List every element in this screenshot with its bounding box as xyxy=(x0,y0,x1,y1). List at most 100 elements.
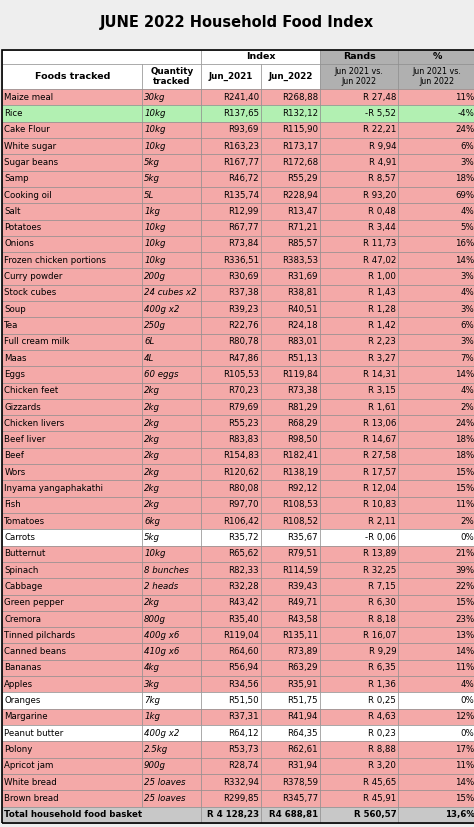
Bar xyxy=(201,415,261,432)
Text: 4%: 4% xyxy=(461,289,474,298)
Text: Wors: Wors xyxy=(4,468,26,477)
Bar xyxy=(261,105,320,122)
Bar xyxy=(142,562,201,578)
Bar xyxy=(201,676,261,692)
Bar xyxy=(261,660,320,676)
Bar xyxy=(201,399,261,415)
Text: 0%: 0% xyxy=(461,729,474,738)
Bar xyxy=(261,725,320,741)
Text: 3%: 3% xyxy=(461,304,474,313)
Bar xyxy=(201,383,261,399)
Text: R46,72: R46,72 xyxy=(228,174,259,184)
Bar xyxy=(142,415,201,432)
Bar xyxy=(398,611,474,627)
Bar xyxy=(320,529,398,546)
Bar xyxy=(201,350,261,366)
Bar xyxy=(142,269,201,284)
Text: R79,69: R79,69 xyxy=(228,403,259,412)
Text: Butternut: Butternut xyxy=(4,549,46,558)
Text: R299,85: R299,85 xyxy=(223,794,259,803)
Bar xyxy=(398,252,474,269)
Text: 18%: 18% xyxy=(455,435,474,444)
Bar xyxy=(2,236,142,252)
Bar xyxy=(201,219,261,236)
Text: R35,91: R35,91 xyxy=(288,680,318,689)
Text: 2kg: 2kg xyxy=(144,386,160,395)
Bar xyxy=(2,758,142,774)
Bar xyxy=(2,252,142,269)
Bar xyxy=(261,236,320,252)
Bar xyxy=(261,64,320,89)
Bar xyxy=(201,301,261,318)
Text: R132,12: R132,12 xyxy=(282,109,318,118)
Text: R 45,91: R 45,91 xyxy=(363,794,396,803)
Text: R 2,11: R 2,11 xyxy=(368,517,396,526)
Bar xyxy=(201,741,261,758)
Bar xyxy=(2,774,142,791)
Bar xyxy=(2,350,142,366)
Text: R22,76: R22,76 xyxy=(228,321,259,330)
Text: R49,71: R49,71 xyxy=(288,598,318,607)
Text: 10kg: 10kg xyxy=(144,256,165,265)
Text: R 3,20: R 3,20 xyxy=(368,762,396,770)
Bar xyxy=(2,513,142,529)
Text: 7kg: 7kg xyxy=(144,696,160,705)
Bar xyxy=(398,529,474,546)
Bar xyxy=(142,513,201,529)
Text: R 7,15: R 7,15 xyxy=(368,582,396,591)
Text: 13,6%: 13,6% xyxy=(445,810,474,820)
Text: R345,77: R345,77 xyxy=(282,794,318,803)
Text: R64,60: R64,60 xyxy=(228,648,259,656)
Text: R105,53: R105,53 xyxy=(223,370,259,379)
Text: Cooking oil: Cooking oil xyxy=(4,190,52,199)
Text: Rands: Rands xyxy=(343,52,375,61)
Bar xyxy=(320,758,398,774)
Bar xyxy=(261,399,320,415)
Bar xyxy=(398,318,474,333)
Text: 1kg: 1kg xyxy=(144,207,160,216)
Text: R154,83: R154,83 xyxy=(223,452,259,461)
Text: 0%: 0% xyxy=(461,696,474,705)
Text: Cremora: Cremora xyxy=(4,614,41,624)
Bar xyxy=(261,513,320,529)
Bar xyxy=(2,105,142,122)
Text: 5kg: 5kg xyxy=(144,158,160,167)
Text: 6kg: 6kg xyxy=(144,517,160,526)
Bar xyxy=(320,105,398,122)
Bar xyxy=(398,284,474,301)
Text: 2%: 2% xyxy=(461,517,474,526)
Text: 14%: 14% xyxy=(455,370,474,379)
Text: R108,53: R108,53 xyxy=(282,500,318,509)
Text: R114,59: R114,59 xyxy=(282,566,318,575)
Bar xyxy=(320,301,398,318)
Text: R92,12: R92,12 xyxy=(288,484,318,493)
Text: Stock cubes: Stock cubes xyxy=(4,289,56,298)
Bar xyxy=(142,774,201,791)
Text: 400g x2: 400g x2 xyxy=(144,304,180,313)
Text: Apricot jam: Apricot jam xyxy=(4,762,54,770)
Text: Total household food basket: Total household food basket xyxy=(4,810,142,820)
Bar xyxy=(201,660,261,676)
Bar xyxy=(142,318,201,333)
Text: 4L: 4L xyxy=(144,354,155,362)
Text: Frozen chicken portions: Frozen chicken portions xyxy=(4,256,106,265)
Bar xyxy=(398,774,474,791)
Bar xyxy=(320,709,398,725)
Bar xyxy=(2,595,142,611)
Text: R 1,42: R 1,42 xyxy=(368,321,396,330)
Bar xyxy=(2,806,201,823)
Bar xyxy=(142,741,201,758)
Bar xyxy=(142,170,201,187)
Text: Chicken livers: Chicken livers xyxy=(4,418,64,428)
Text: R 17,57: R 17,57 xyxy=(363,468,396,477)
Text: 3kg: 3kg xyxy=(144,680,160,689)
Bar xyxy=(320,611,398,627)
Bar xyxy=(201,725,261,741)
Text: R37,31: R37,31 xyxy=(228,712,259,721)
Text: R4 688,81: R4 688,81 xyxy=(269,810,318,820)
Text: R 1,28: R 1,28 xyxy=(368,304,396,313)
Text: 11%: 11% xyxy=(455,93,474,102)
Text: R 560,57: R 560,57 xyxy=(354,810,396,820)
Text: 18%: 18% xyxy=(455,174,474,184)
Text: 400g x2: 400g x2 xyxy=(144,729,180,738)
